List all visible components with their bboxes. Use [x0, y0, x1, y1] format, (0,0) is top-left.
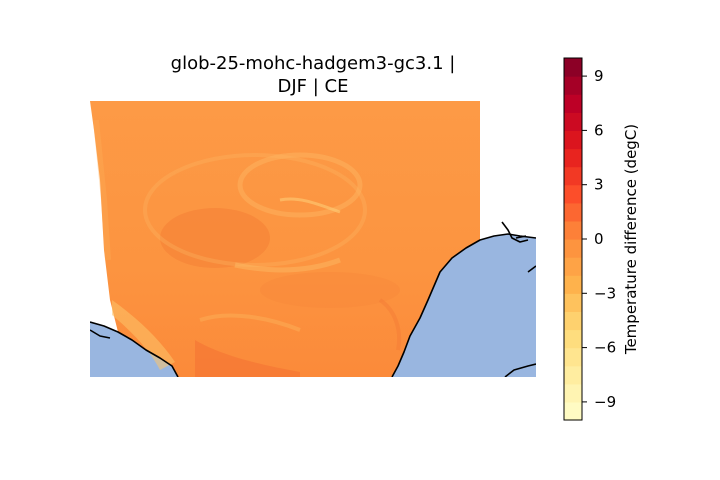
colorbar-step — [564, 365, 582, 385]
colorbar-step — [564, 94, 582, 113]
colorbar-step — [564, 401, 582, 421]
colorbar-ticks: 9 6 3 0 −3 −6 −9 — [582, 67, 616, 411]
colorbar: 9 6 3 0 −3 −6 −9 Temperature difference (degC) — [563, 57, 640, 421]
colorbar-tick-label: −3 — [594, 284, 616, 302]
colorbar-tick-label: −9 — [594, 393, 616, 411]
coastline — [90, 221, 536, 377]
map-title-line-1: glob-25-mohc-hadgem3-gc3.1 | — [171, 53, 456, 74]
colorbar-step — [564, 383, 582, 403]
land-field — [90, 101, 480, 377]
map-title-line-2: DJF | CE — [278, 76, 349, 97]
colorbar-step — [564, 329, 582, 349]
colorbar-step — [564, 202, 582, 222]
map-panel — [90, 101, 536, 377]
colorbar-step — [564, 148, 582, 168]
colorbar-tick-label: 9 — [594, 67, 604, 85]
colorbar-step — [564, 58, 582, 77]
colorbar-tick-label: 6 — [594, 121, 604, 139]
ocean-southwest — [90, 322, 178, 377]
colorbar-step — [564, 239, 582, 258]
colorbar-label: Temperature difference (degC) — [622, 124, 640, 355]
colorbar-step — [564, 275, 582, 294]
temperature-field-patterns — [93, 119, 401, 377]
colorbar-step — [564, 311, 582, 331]
colorbar-step — [564, 76, 582, 95]
colorbar-step — [564, 220, 582, 240]
colorbar-step — [564, 347, 582, 367]
colorbar-step — [564, 166, 582, 186]
colorbar-steps — [564, 58, 582, 421]
colorbar-step — [564, 293, 582, 312]
colorbar-step — [564, 257, 582, 276]
colorbar-step — [564, 130, 582, 150]
ocean-east — [392, 234, 536, 377]
colorbar-tick-label: 3 — [594, 176, 604, 194]
colorbar-step — [564, 184, 582, 204]
colorbar-tick-label: 0 — [594, 230, 604, 248]
colorbar-tick-label: −6 — [594, 339, 616, 357]
colorbar-step — [564, 112, 582, 131]
